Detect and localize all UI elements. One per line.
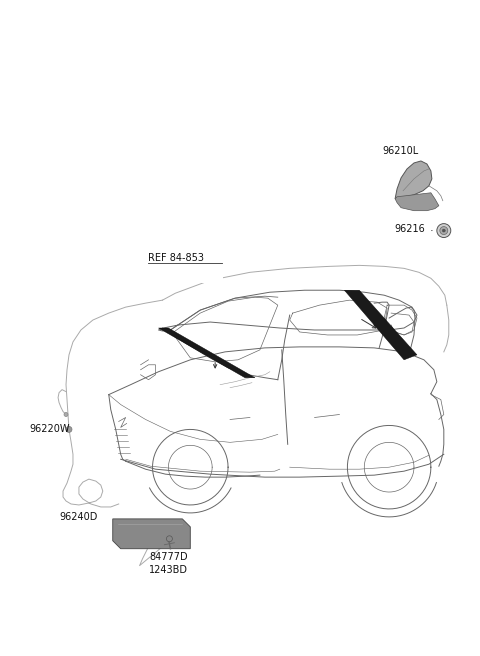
Circle shape: [440, 226, 448, 235]
Polygon shape: [395, 193, 439, 211]
Polygon shape: [113, 519, 190, 548]
Text: REF 84-853: REF 84-853: [147, 253, 204, 264]
Text: 96210L: 96210L: [382, 146, 419, 156]
Circle shape: [443, 229, 445, 232]
Text: 96216: 96216: [394, 224, 425, 234]
Polygon shape: [158, 328, 255, 378]
Circle shape: [437, 224, 451, 237]
Circle shape: [66, 426, 72, 432]
Text: 96220W: 96220W: [29, 424, 70, 434]
Circle shape: [167, 536, 172, 542]
Text: 84777D
1243BD: 84777D 1243BD: [149, 552, 188, 575]
Polygon shape: [344, 290, 417, 359]
Text: 96240D: 96240D: [59, 512, 97, 522]
Circle shape: [64, 413, 68, 417]
Polygon shape: [395, 161, 432, 199]
